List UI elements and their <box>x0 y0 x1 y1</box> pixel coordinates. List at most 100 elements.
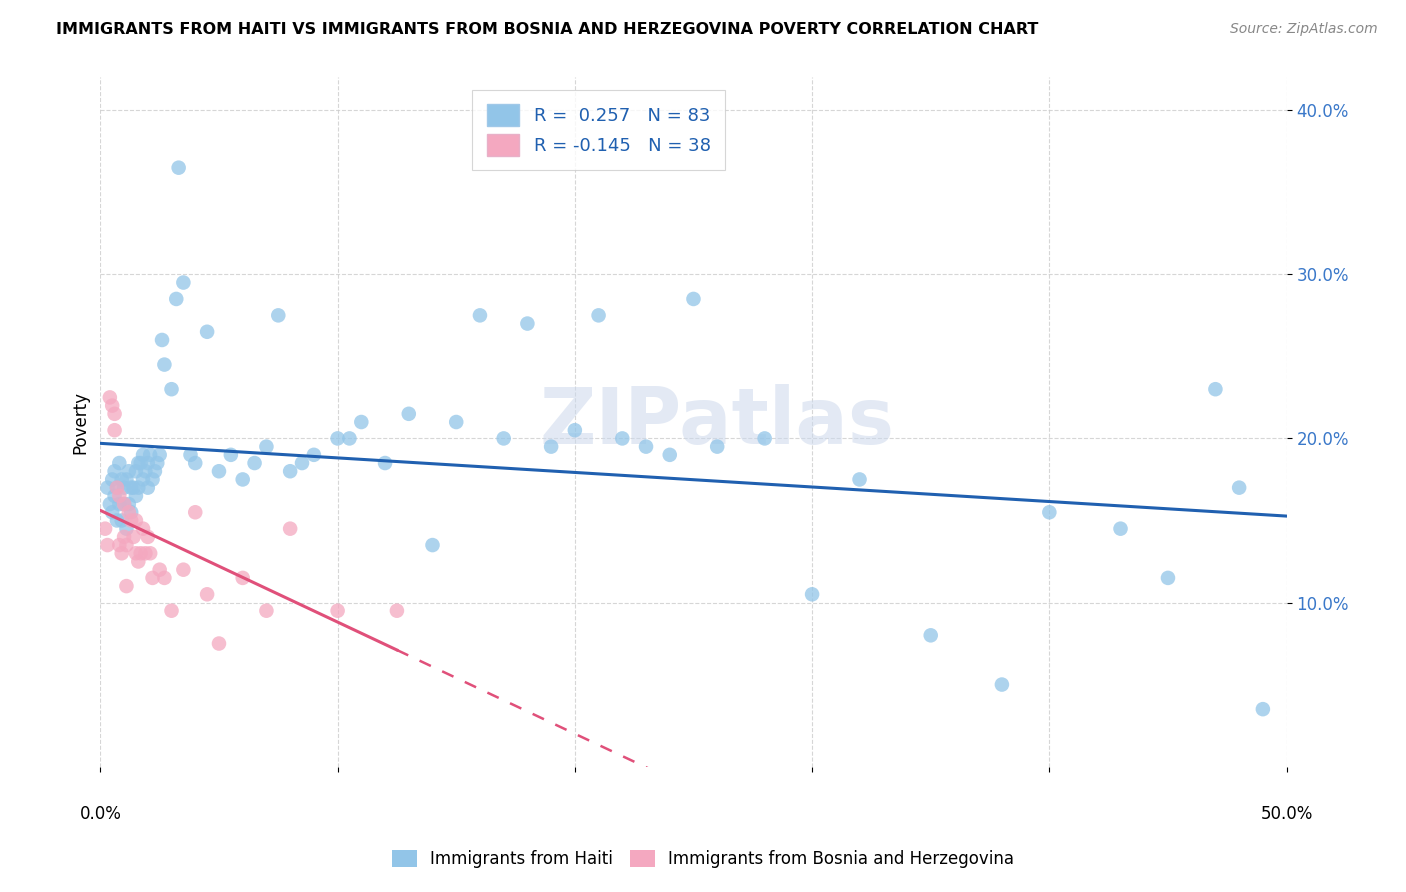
Point <box>172 563 194 577</box>
Point <box>634 440 657 454</box>
Point <box>165 292 187 306</box>
Point <box>153 358 176 372</box>
Point <box>326 604 349 618</box>
Point <box>136 530 159 544</box>
Point <box>243 456 266 470</box>
Point <box>112 481 135 495</box>
Point <box>172 276 194 290</box>
Point <box>112 497 135 511</box>
Point <box>118 464 141 478</box>
Point <box>122 481 145 495</box>
Point <box>219 448 242 462</box>
Legend: Immigrants from Haiti, Immigrants from Bosnia and Herzegovina: Immigrants from Haiti, Immigrants from B… <box>384 842 1022 877</box>
Point <box>398 407 420 421</box>
Point <box>291 456 314 470</box>
Point <box>208 464 231 478</box>
Point <box>339 432 361 446</box>
Point <box>103 464 125 478</box>
Point <box>588 309 610 323</box>
Point <box>149 563 172 577</box>
Text: 50.0%: 50.0% <box>1260 805 1313 823</box>
Point <box>96 481 118 495</box>
Point <box>129 546 152 560</box>
Legend: R =  0.257   N = 83, R = -0.145   N = 38: R = 0.257 N = 83, R = -0.145 N = 38 <box>472 90 725 170</box>
Point <box>120 505 142 519</box>
Point <box>468 309 491 323</box>
Point <box>134 464 156 478</box>
Point <box>374 456 396 470</box>
Y-axis label: Poverty: Poverty <box>72 391 89 453</box>
Point <box>96 538 118 552</box>
Point <box>115 579 138 593</box>
Point <box>112 497 135 511</box>
Point <box>129 456 152 470</box>
Point <box>111 513 134 527</box>
Point <box>706 440 728 454</box>
Point <box>385 604 408 618</box>
Point <box>160 382 183 396</box>
Point <box>127 456 149 470</box>
Point <box>118 505 141 519</box>
Point <box>94 522 117 536</box>
Point <box>108 497 131 511</box>
Point <box>444 415 467 429</box>
Point <box>1157 571 1180 585</box>
Point <box>254 604 277 618</box>
Point <box>105 513 128 527</box>
Point <box>516 317 538 331</box>
Point <box>149 448 172 462</box>
Point <box>112 530 135 544</box>
Point <box>232 571 254 585</box>
Point <box>118 497 141 511</box>
Point <box>132 522 155 536</box>
Point <box>141 571 163 585</box>
Point <box>127 481 149 495</box>
Point <box>103 423 125 437</box>
Text: Source: ZipAtlas.com: Source: ZipAtlas.com <box>1230 22 1378 37</box>
Point <box>326 432 349 446</box>
Point <box>125 546 148 560</box>
Point <box>139 546 162 560</box>
Point <box>350 415 373 429</box>
Text: ZIPatlas: ZIPatlas <box>540 384 894 460</box>
Point <box>141 472 163 486</box>
Point <box>134 546 156 560</box>
Point <box>302 448 325 462</box>
Point <box>208 636 231 650</box>
Point <box>127 554 149 568</box>
Point <box>492 432 515 446</box>
Point <box>153 571 176 585</box>
Point <box>115 538 138 552</box>
Point <box>848 472 870 486</box>
Point <box>658 448 681 462</box>
Point <box>801 587 824 601</box>
Point <box>920 628 942 642</box>
Text: IMMIGRANTS FROM HAITI VS IMMIGRANTS FROM BOSNIA AND HERZEGOVINA POVERTY CORRELAT: IMMIGRANTS FROM HAITI VS IMMIGRANTS FROM… <box>56 22 1039 37</box>
Point <box>682 292 704 306</box>
Point <box>125 489 148 503</box>
Point <box>422 538 444 552</box>
Point <box>101 399 124 413</box>
Point <box>1204 382 1226 396</box>
Point <box>120 513 142 527</box>
Point <box>115 522 138 536</box>
Point <box>540 440 562 454</box>
Point <box>105 481 128 495</box>
Point <box>278 464 301 478</box>
Point <box>103 489 125 503</box>
Point <box>232 472 254 486</box>
Point <box>132 448 155 462</box>
Point <box>101 505 124 519</box>
Point <box>125 464 148 478</box>
Point <box>195 587 218 601</box>
Point <box>108 456 131 470</box>
Point <box>267 309 290 323</box>
Point <box>136 481 159 495</box>
Point <box>1038 505 1060 519</box>
Point <box>1227 481 1250 495</box>
Point <box>139 448 162 462</box>
Point <box>125 513 148 527</box>
Point <box>101 472 124 486</box>
Text: 0.0%: 0.0% <box>79 805 121 823</box>
Point <box>136 456 159 470</box>
